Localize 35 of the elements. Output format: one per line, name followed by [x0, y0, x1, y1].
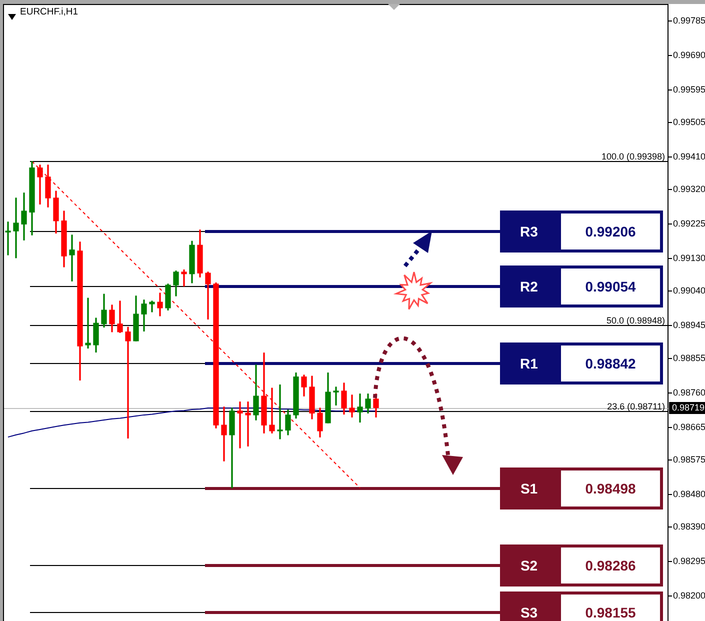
ref-line-label: R3 — [520, 223, 538, 240]
y-tick-label: 0.99595 — [673, 84, 705, 94]
y-tick-label: 0.99505 — [673, 117, 705, 128]
ref-line-label: R2 — [520, 278, 538, 294]
annotation: 0.99206 — [585, 223, 636, 240]
y-tick-label: 0.99040 — [673, 286, 705, 296]
annotation: 0.98155 — [585, 604, 636, 620]
y-tick-label: 0.99130 — [673, 253, 705, 264]
y-tick-label: 0.98945 — [673, 320, 705, 330]
y-tick-label: 0.98575 — [673, 454, 705, 464]
y-tick-label: 0.99690 — [673, 50, 705, 60]
y-tick-label: 0.98665 — [673, 422, 705, 432]
ref-line-label: 50.0 (0.98948) — [606, 316, 665, 326]
ref-line-label: 100.0 (0.99398) — [601, 152, 665, 162]
ref-line-label: S1 — [520, 480, 538, 496]
y-tick-label: 0.99410 — [673, 151, 705, 162]
ref-line-label: 0.98719 — [672, 402, 705, 412]
y-tick-label: 0.98295 — [673, 556, 705, 566]
y-tick-label: 0.98760 — [673, 387, 705, 398]
y-tick-label: 0.98855 — [673, 352, 705, 363]
y-tick-label: 0.99785 — [673, 15, 705, 26]
y-tick-label: 0.99320 — [673, 184, 705, 194]
y-tick-label: 0.98200 — [673, 590, 705, 600]
annotation: 0.98842 — [585, 355, 636, 372]
ref-line-label: 23.6 (0.98711) — [607, 402, 665, 412]
y-tick-label: 0.99225 — [673, 218, 705, 229]
annotation: 0.98498 — [585, 480, 636, 496]
annotation: 0.99054 — [585, 278, 636, 294]
ref-line-label: S2 — [520, 557, 538, 574]
ref-line-label: R1 — [520, 355, 538, 372]
ref-line-label: S3 — [520, 604, 538, 620]
y-tick-label: 0.98480 — [673, 488, 705, 499]
annotation: 0.98286 — [585, 557, 636, 574]
chart-title: EURCHF.i,H1 — [20, 6, 78, 18]
y-tick-label: 0.98390 — [673, 522, 705, 532]
